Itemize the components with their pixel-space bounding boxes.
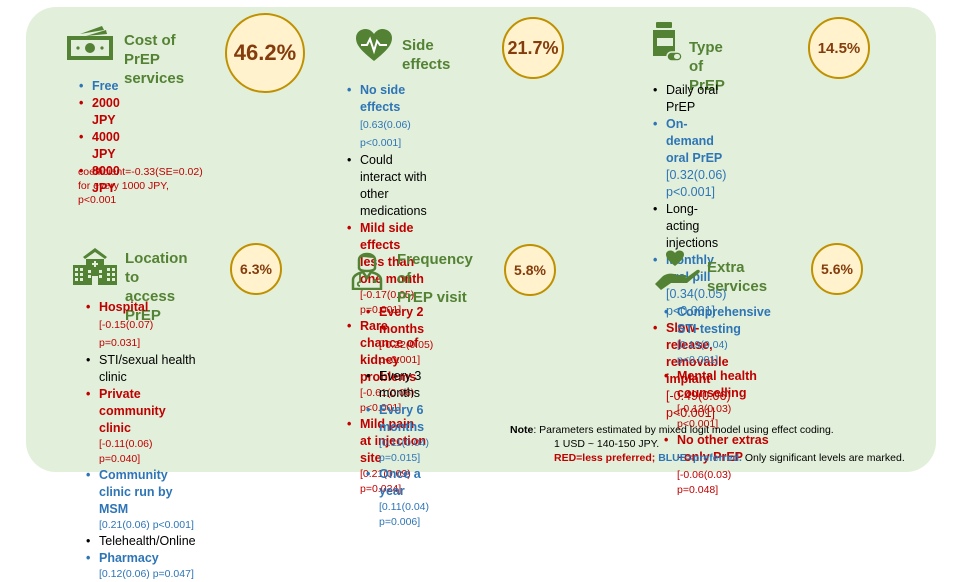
level-label: Every 6 months bbox=[379, 403, 425, 434]
coefficient-line2: for every 1000 JPY, p<0.001 bbox=[78, 180, 169, 206]
note-tail: Only significant levels are marked. bbox=[741, 452, 905, 464]
level-stat: [0.11(0.04) p=0.015] bbox=[379, 437, 430, 464]
cost-title: Cost of PrEP services bbox=[124, 31, 184, 88]
note-line1: : Parameters estimated by mixed logit mo… bbox=[533, 424, 834, 436]
list-item: Every 6 months [0.11(0.04) p=0.015] bbox=[365, 402, 433, 466]
list-item: Community clinic run by MSM [0.21(0.06) p… bbox=[85, 467, 196, 533]
frequency-title-line1: Frequency of bbox=[397, 251, 473, 287]
footnote: Note: Parameters estimated by mixed logi… bbox=[510, 423, 905, 465]
extra-services-levels-list: Comprehensive STI testing [0.19(0.04) p<0… bbox=[663, 304, 771, 498]
list-item: Every 3 months bbox=[365, 368, 433, 402]
cost-coefficient: coefficient=-0.33(SE=0.02) for every 100… bbox=[78, 165, 203, 207]
cost-importance-value: 46.2% bbox=[233, 40, 297, 65]
list-item: STI/sexual health clinic bbox=[85, 352, 196, 386]
cost-title-line2: services bbox=[124, 70, 185, 87]
list-item: Comprehensive STI testing [0.19(0.04) p<0… bbox=[663, 304, 771, 368]
coefficient-line1: coefficient=-0.33(SE=0.02) bbox=[78, 166, 203, 178]
level-stat: [-0.11(0.06) p=0.040] bbox=[99, 438, 153, 465]
level-stat: [-0.15(0.07) p=0.031] bbox=[99, 319, 154, 349]
location-title-line1: Location to bbox=[125, 250, 188, 286]
list-item: Pharmacy [0.12(0.06) p=0.047] bbox=[85, 550, 196, 582]
level-stat: [-0.13(0.03) p<0.001] bbox=[677, 403, 732, 430]
level-label: Every 2 months bbox=[379, 305, 425, 336]
level-stat: [-0.22(0.05) p<0.001] bbox=[379, 339, 434, 366]
note-red-legend: RED=less preferred; bbox=[554, 452, 656, 464]
level-label: Pharmacy bbox=[99, 551, 159, 565]
hand-heart-icon bbox=[655, 250, 700, 290]
note-blue-legend: BLUE=preferred. bbox=[658, 452, 742, 464]
level-label: No other extras –only PrEP bbox=[677, 433, 769, 464]
frequency-title-line2: PrEP visit bbox=[397, 289, 467, 306]
note-line3: RED=less preferred; BLUE=preferred. Only… bbox=[510, 451, 905, 465]
level-label: Once a year bbox=[379, 467, 421, 498]
frequency-title: Frequency of PrEP visit bbox=[397, 250, 473, 307]
hospital-icon bbox=[73, 248, 117, 285]
level-label: Telehealth/Online bbox=[99, 534, 196, 548]
list-item: 4000 JPY bbox=[78, 129, 120, 163]
level-label: 4000 JPY bbox=[92, 130, 120, 161]
list-item: Private community clinic [-0.11(0.06) p=0… bbox=[85, 386, 196, 467]
location-importance-badge: 6.3% bbox=[230, 243, 282, 295]
level-stat: [0.32(0.06) p<0.001] bbox=[666, 168, 727, 199]
level-stat: [-0.06(0.03) p=0.048] bbox=[677, 469, 732, 496]
list-item: Every 2 months [-0.22(0.05) p<0.001] bbox=[365, 304, 433, 368]
level-label: Daily oral PrEP bbox=[666, 83, 719, 114]
extra-services-importance-badge: 5.6% bbox=[811, 243, 863, 295]
type-importance-badge: 14.5% bbox=[808, 17, 870, 79]
money-icon bbox=[67, 26, 113, 60]
list-item: Telehealth/Online bbox=[85, 533, 196, 550]
list-item: Daily oral PrEP bbox=[652, 82, 731, 116]
level-label: Private community clinic bbox=[99, 387, 166, 435]
cost-levels-list: Free 2000 JPY 4000 JPY 8000 JPY bbox=[78, 78, 120, 197]
level-label: On-demand oral PrEP bbox=[666, 117, 723, 165]
extra-services-importance-value: 5.6% bbox=[821, 261, 853, 277]
level-label: Hospital bbox=[99, 300, 149, 314]
level-stat: [0.12(0.06) p=0.047] bbox=[99, 568, 194, 580]
frequency-importance-badge: 5.8% bbox=[504, 244, 556, 296]
list-item: 2000 JPY bbox=[78, 95, 120, 129]
list-item: 8000 JPY bbox=[78, 163, 120, 197]
level-label: No side effects bbox=[360, 83, 406, 114]
level-stat: [0.11(0.04) p=0.006] bbox=[379, 501, 430, 528]
level-label: Could interact with other medications bbox=[360, 153, 427, 218]
list-item: No side effects [0.63(0.06) p<0.001] bbox=[346, 82, 427, 152]
level-label: Community clinic run by MSM bbox=[99, 468, 173, 516]
type-importance-value: 14.5% bbox=[817, 39, 861, 57]
side-effects-title: Side effects bbox=[402, 37, 451, 73]
level-stat: [0.63(0.06) p<0.001] bbox=[360, 119, 411, 149]
heart-pulse-icon bbox=[356, 29, 392, 61]
level-label: 8000 JPY bbox=[92, 164, 120, 195]
level-label: 2000 JPY bbox=[92, 96, 120, 127]
list-item: Mental health counselling [-0.13(0.03) p<… bbox=[663, 368, 771, 432]
level-label: Every 3 months bbox=[379, 369, 422, 400]
level-label: Long-acting injections bbox=[666, 202, 719, 250]
list-item: On-demand oral PrEP[0.32(0.06) p<0.001] bbox=[652, 116, 731, 201]
level-label: STI/sexual health clinic bbox=[99, 353, 196, 384]
level-label: Free bbox=[92, 79, 119, 93]
frequency-importance-value: 5.8% bbox=[514, 262, 546, 278]
level-stat: [0.21(0.06) p<0.001] bbox=[99, 519, 194, 531]
list-item: Free bbox=[78, 78, 120, 95]
pill-bottle-icon bbox=[653, 22, 682, 62]
cost-importance-badge: 46.2% bbox=[225, 13, 305, 93]
list-item: Hospital [-0.15(0.07) p=0.031] bbox=[85, 299, 196, 352]
level-stat: [0.19(0.04) p<0.001] bbox=[677, 339, 728, 366]
list-item: Could interact with other medications bbox=[346, 152, 427, 220]
level-label: Comprehensive STI testing bbox=[677, 305, 771, 336]
note-line2: 1 USD ~ 140-150 JPY. bbox=[554, 438, 660, 450]
frequency-levels-list: Every 2 months [-0.22(0.05) p<0.001] Ever… bbox=[365, 304, 433, 530]
location-levels-list: Hospital [-0.15(0.07) p=0.031] STI/sexua… bbox=[85, 299, 196, 582]
level-label: Mental health counselling bbox=[677, 369, 757, 400]
extra-services-title: Extra services bbox=[707, 259, 768, 295]
location-importance-value: 6.3% bbox=[240, 261, 272, 277]
side-effects-importance-value: 21.7% bbox=[507, 37, 559, 58]
list-item: Long-acting injections bbox=[652, 201, 731, 252]
doctor-icon bbox=[351, 252, 383, 290]
list-item: Once a year [0.11(0.04) p=0.006] bbox=[365, 466, 433, 530]
side-effects-importance-badge: 21.7% bbox=[502, 17, 564, 79]
note-label: Note bbox=[510, 424, 534, 436]
cost-title-line1: Cost of PrEP bbox=[124, 32, 176, 68]
